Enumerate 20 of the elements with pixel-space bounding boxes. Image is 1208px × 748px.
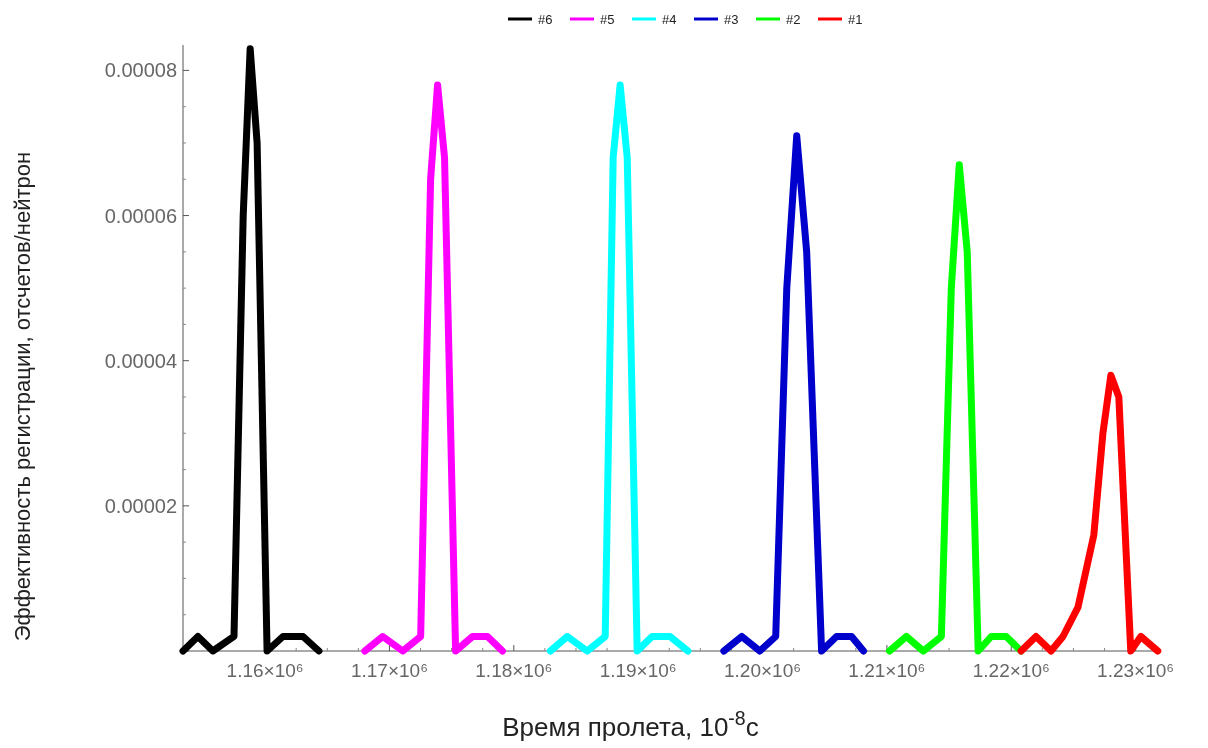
x-tick-label: 1.19×10⁶ <box>599 660 677 681</box>
x-tick-label: 1.21×10⁶ <box>848 660 926 681</box>
y-tick-label: 0.00008 <box>104 59 177 82</box>
x-tick-label: 1.18×10⁶ <box>475 660 553 681</box>
x-tick-label: 1.22×10⁶ <box>972 660 1050 681</box>
legend-label: #3 <box>724 12 739 27</box>
x-tick-label: 1.16×10⁶ <box>226 660 304 681</box>
y-tick-label: 0.00004 <box>104 349 177 372</box>
x-axis-title: Время пролета, 10$^{-8}$c <box>502 707 759 742</box>
legend-label: #5 <box>600 12 615 27</box>
y-axis-title: Эффективность регистрации, отсчетов/нейтрон <box>10 151 35 642</box>
legend-label: #1 <box>848 12 863 27</box>
y-tick-label: 0.00006 <box>104 204 177 227</box>
x-tick-label: 1.17×10⁶ <box>350 660 428 681</box>
y-tick-label: 0.00002 <box>104 494 177 517</box>
legend-label: #2 <box>786 12 801 27</box>
x-tick-label: 1.20×10⁶ <box>724 660 802 681</box>
legend-label: #6 <box>538 12 553 27</box>
legend-label: #4 <box>662 12 677 27</box>
x-tick-label: 1.23×10⁶ <box>1097 660 1175 681</box>
